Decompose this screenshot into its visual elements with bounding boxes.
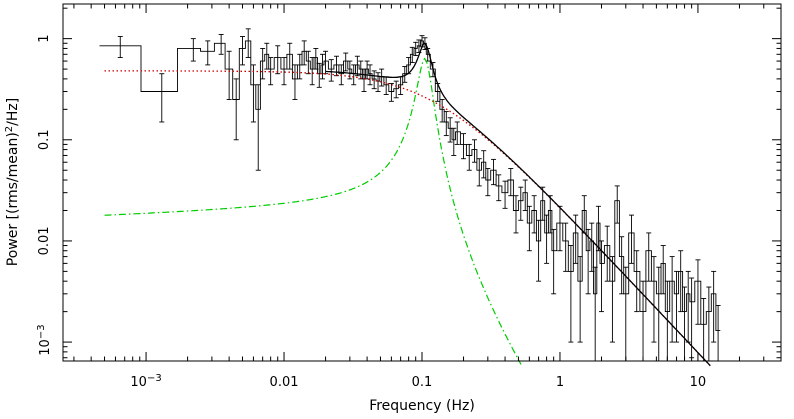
qpo-model-curve	[104, 57, 522, 365]
total-model-curve	[325, 42, 711, 367]
model-curves-group	[104, 42, 711, 367]
x-tick-label: 1	[556, 375, 564, 390]
broadband-model-curve	[104, 70, 711, 366]
x-tick-label: 10−3	[130, 373, 161, 391]
x-tick-label: 0.01	[270, 375, 299, 390]
data-series-group	[99, 28, 721, 361]
y-tick-label: 0.1	[37, 129, 52, 150]
axes-group: 10−3 0.01 0.1 1 10 1 0.1 0.01 10−3	[36, 4, 782, 390]
y-axis-label: Power [(rms/mean)2/Hz]	[4, 98, 22, 266]
data-step-histogram	[99, 40, 721, 332]
x-tick-label: 0.1	[412, 375, 433, 390]
x-tick-label: 10	[690, 375, 707, 390]
y-tick-label: 1	[37, 34, 52, 42]
x-axis-label: Frequency (Hz)	[369, 398, 475, 414]
y-tick-label: 0.01	[37, 226, 52, 255]
y-tick-label: 10−3	[36, 324, 54, 355]
